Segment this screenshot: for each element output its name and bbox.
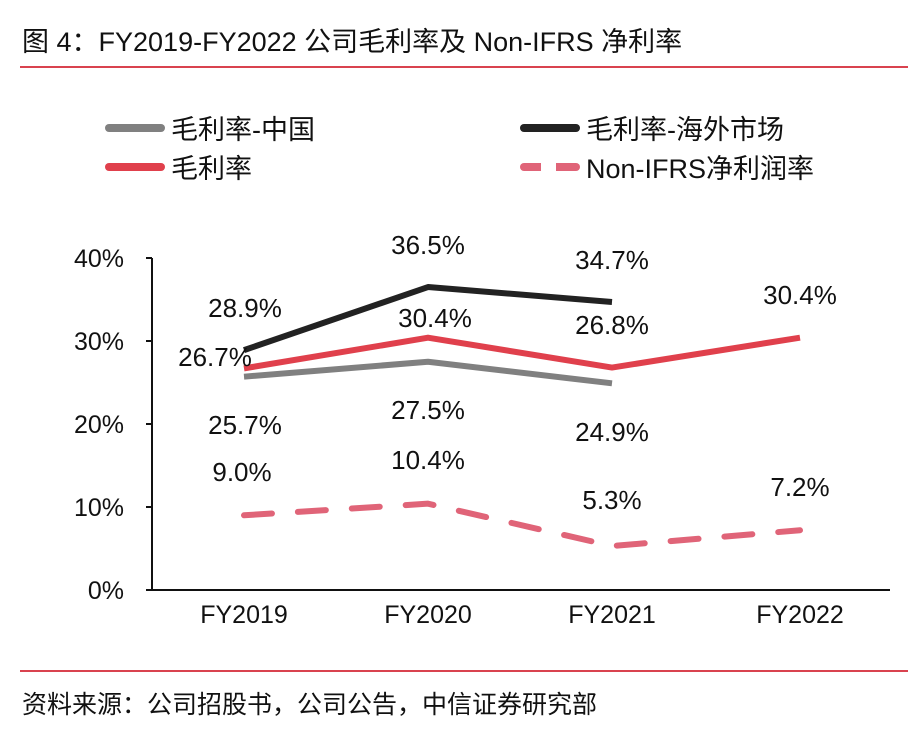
- data-label: 34.7%: [575, 245, 649, 275]
- y-tick-label: 0%: [88, 577, 124, 605]
- data-label: 9.0%: [212, 457, 271, 487]
- legend-swatch: [520, 123, 580, 132]
- y-tick-label: 10%: [74, 494, 124, 522]
- data-label: 28.9%: [208, 293, 282, 323]
- data-label: 36.5%: [391, 230, 465, 260]
- legend-label: 毛利率-海外市场: [586, 115, 784, 145]
- data-label: 30.4%: [398, 303, 472, 333]
- x-tick-label: FY2021: [568, 601, 656, 629]
- legend-item-gross-margin: 毛利率: [105, 147, 252, 186]
- y-tick-label: 20%: [74, 411, 124, 439]
- x-tick-label: FY2020: [384, 601, 472, 629]
- data-label: 26.8%: [575, 310, 649, 340]
- legend-swatch: [105, 123, 165, 132]
- legend-swatch: [105, 162, 165, 171]
- figure-title: 图 4：FY2019-FY2022 公司毛利率及 Non-IFRS 净利率: [22, 27, 683, 57]
- title-divider: [20, 66, 908, 68]
- legend-label: Non-IFRS净利润率: [586, 154, 815, 184]
- series-line: [243, 284, 613, 353]
- y-tick-label: 40%: [74, 245, 124, 273]
- data-label: 30.4%: [763, 280, 837, 310]
- data-label: 25.7%: [208, 410, 282, 440]
- data-label: 24.9%: [575, 417, 649, 447]
- legend-item-overseas: 毛利率-海外市场: [520, 108, 784, 147]
- legend-item-net-margin: Non-IFRS净利润率: [520, 147, 814, 186]
- series-line: [243, 358, 613, 387]
- legend-label: 毛利率-中国: [171, 115, 315, 145]
- series-line: [241, 500, 803, 550]
- data-label: 7.2%: [770, 472, 829, 502]
- source-divider: [20, 670, 908, 672]
- legend-label: 毛利率: [171, 154, 252, 184]
- source-note: 资料来源：公司招股书，公司公告，中信证券研究部: [22, 691, 598, 719]
- x-tick-label: FY2019: [200, 601, 288, 629]
- y-tick-label: 30%: [74, 328, 124, 356]
- data-label: 10.4%: [391, 445, 465, 475]
- series-line: [243, 334, 801, 372]
- data-label: 5.3%: [582, 485, 641, 515]
- x-tick-label: FY2022: [756, 601, 844, 629]
- data-label: 27.5%: [391, 395, 465, 425]
- data-label: 26.7%: [178, 342, 252, 372]
- legend-item-china: 毛利率-中国: [105, 108, 315, 147]
- legend-swatch: [520, 162, 580, 171]
